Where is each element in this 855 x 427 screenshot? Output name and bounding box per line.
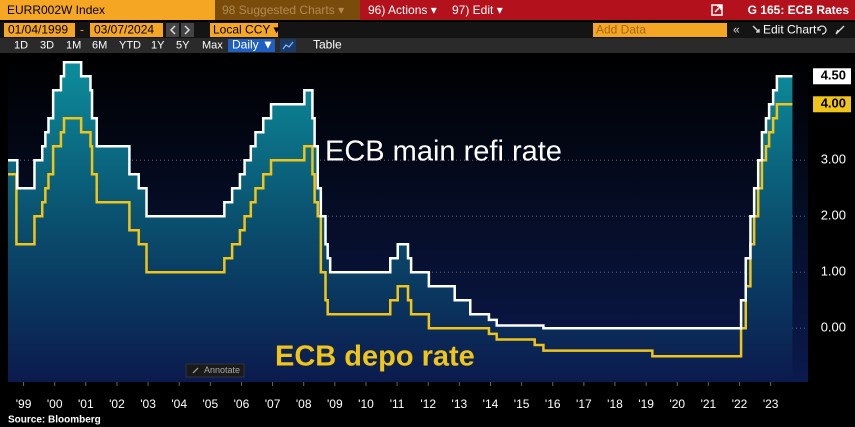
last-value-box (813, 96, 851, 113)
next-arrow (184, 25, 191, 35)
range-button[interactable]: Max (202, 39, 223, 51)
end-date[interactable]: 03/07/2024 (94, 23, 154, 37)
x-tick-label: '99 (16, 397, 32, 411)
frequency-box[interactable] (228, 39, 275, 52)
last-value-label: 4.00 (821, 96, 846, 111)
start-date-box[interactable] (4, 23, 75, 37)
chart-type-button[interactable] (280, 39, 296, 52)
add-data-box[interactable] (593, 23, 727, 37)
x-tick-label: '19 (638, 397, 654, 411)
prev-button[interactable] (166, 23, 179, 37)
x-tick-label: '20 (669, 397, 685, 411)
undo-icon[interactable] (817, 25, 827, 35)
annotation-depo: ECB depo rate (275, 341, 475, 373)
last-value-label: 4.50 (821, 68, 846, 83)
collapse[interactable]: « (733, 23, 740, 37)
date-separator: - (80, 23, 84, 37)
x-tick-label: '09 (327, 397, 343, 411)
source: Source: Bloomberg (8, 415, 101, 426)
x-tick-label: '02 (109, 397, 125, 411)
series-line (8, 61, 793, 330)
x-tick-label: '10 (358, 397, 374, 411)
range-button[interactable]: 6M (92, 39, 107, 51)
currency[interactable]: Local CCY ▾ (213, 23, 280, 37)
edit-chart[interactable]: Edit Chart (763, 23, 817, 37)
start-date[interactable]: 01/04/1999 (8, 23, 68, 37)
table-button[interactable]: Table (313, 38, 342, 52)
range-button[interactable]: 3D (40, 39, 54, 51)
x-tick-label: '06 (234, 397, 250, 411)
x-tick-label: '16 (545, 397, 561, 411)
next-button[interactable] (181, 23, 194, 37)
add-data[interactable]: Add Data (596, 23, 646, 37)
y-tick-label: 3.00 (821, 152, 846, 167)
x-tick-label: '00 (47, 397, 63, 411)
x-tick-label: '07 (265, 397, 281, 411)
end-date-box[interactable] (90, 23, 163, 37)
edit-chart-icon (752, 25, 760, 33)
ticker[interactable]: EURR002W Index (7, 3, 105, 17)
y-tick-label: 0.00 (821, 320, 846, 335)
x-tick-label: '12 (420, 397, 436, 411)
pen-icon[interactable] (835, 25, 845, 35)
prev-arrow (169, 25, 176, 35)
x-tick-label: '03 (140, 397, 156, 411)
x-tick-label: '01 (78, 397, 94, 411)
range-button[interactable]: 5Y (176, 39, 190, 51)
range-button[interactable]: YTD (119, 39, 141, 51)
annotate[interactable]: Annotate (204, 365, 240, 375)
last-value-box (813, 68, 851, 85)
x-tick-label: '08 (296, 397, 312, 411)
page-title: G 165: ECB Rates (748, 3, 850, 17)
x-tick-label: '15 (514, 397, 530, 411)
annotate-button[interactable] (185, 363, 245, 378)
y-tick-label: 2.00 (821, 208, 846, 223)
annotate-icon (192, 367, 199, 374)
popout-icon[interactable] (711, 4, 723, 16)
x-tick-label: '13 (452, 397, 468, 411)
menu-bar (360, 0, 855, 20)
x-tick-label: '21 (701, 397, 717, 411)
x-tick-label: '05 (203, 397, 219, 411)
edit-menu[interactable]: 97) Edit ▾ (452, 3, 503, 17)
x-tick-label: '14 (483, 397, 499, 411)
range-bar (0, 38, 855, 53)
range-button[interactable]: 1M (66, 39, 81, 51)
x-tick-label: '11 (390, 397, 405, 411)
x-tick-label: '18 (607, 397, 623, 411)
x-tick-label: '17 (576, 397, 592, 411)
frequency[interactable]: Daily ▼ (232, 38, 274, 52)
y-tick-label: 1.00 (821, 264, 846, 279)
x-tick-label: '23 (763, 397, 779, 411)
actions-menu[interactable]: 96) Actions ▾ (368, 3, 437, 17)
currency-box[interactable] (210, 23, 278, 37)
plot: 0.00 1.00 2.00 3.00 '99 '00 '01 '02 '03 '04 '05 '06… (8, 61, 851, 411)
x-tick-label: '22 (732, 397, 748, 411)
range-button[interactable]: 1Y (151, 39, 165, 51)
suggested-charts[interactable]: 98 Suggested Charts ▾ (222, 3, 344, 17)
x-tick-label: '04 (171, 397, 187, 411)
suggested-box[interactable] (215, 0, 360, 20)
range-buttons: 1D 3D 1M 6M YTD 1Y 5Y Max (14, 39, 223, 51)
range-button[interactable]: 1D (14, 39, 28, 51)
area-fill (8, 62, 793, 382)
ticker-box[interactable] (0, 0, 215, 20)
annotation-main-refi: ECB main refi rate (325, 136, 562, 168)
chart-type-icon (282, 41, 294, 50)
